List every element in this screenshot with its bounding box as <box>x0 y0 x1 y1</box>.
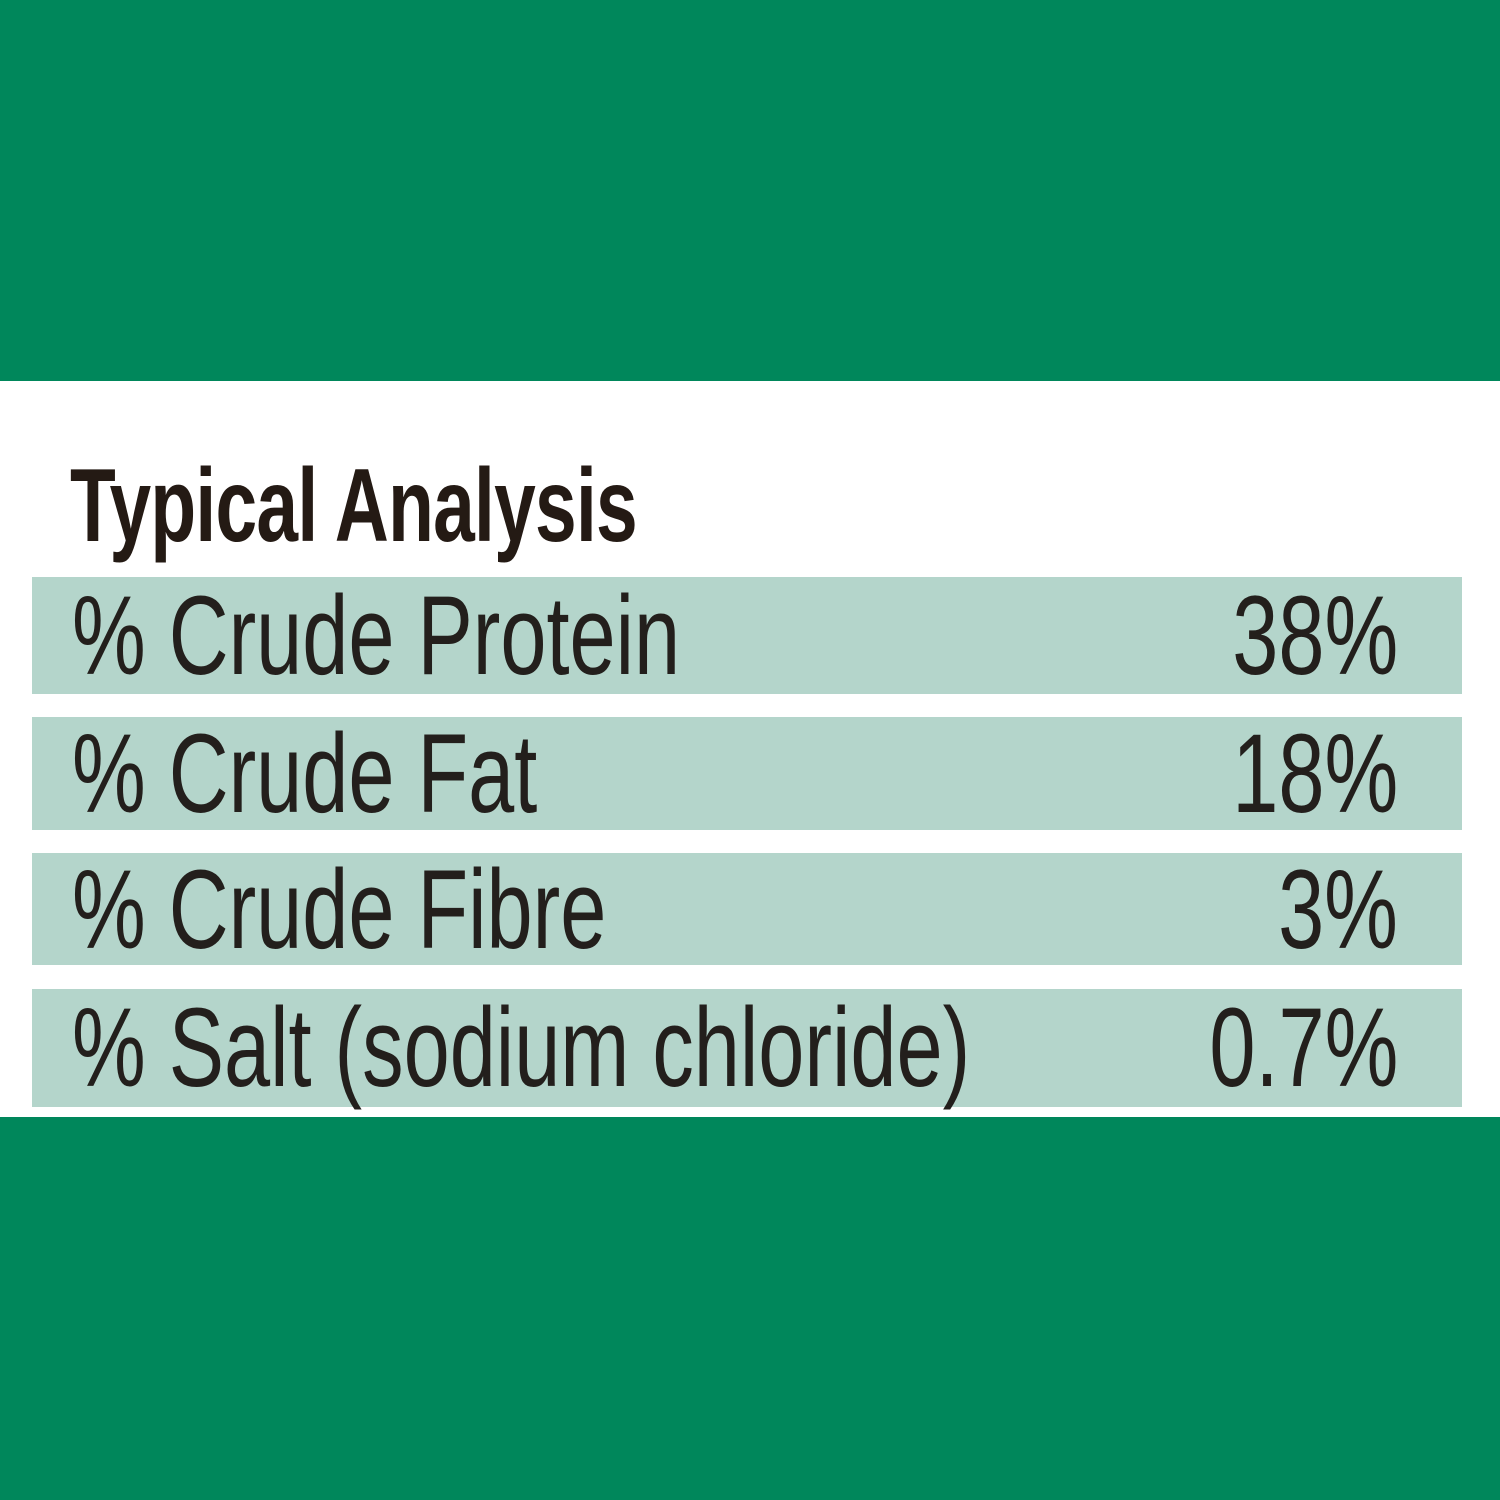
analysis-row: % Crude Fibre 3% <box>32 847 1462 972</box>
analysis-row: % Crude Fat 18% <box>32 711 1462 836</box>
row-value: 3% <box>1278 847 1398 972</box>
row-value: 0.7% <box>1209 985 1398 1110</box>
bottom-green-band <box>0 1117 1500 1500</box>
row-label: % Crude Protein <box>72 573 681 698</box>
row-label: % Crude Fat <box>72 711 538 836</box>
analysis-row: % Crude Protein 38% <box>32 573 1462 698</box>
row-value: 18% <box>1232 711 1398 836</box>
row-value: 38% <box>1232 573 1398 698</box>
analysis-row: % Salt (sodium chloride) 0.7% <box>32 985 1462 1110</box>
top-green-band <box>0 0 1500 381</box>
row-label: % Crude Fibre <box>72 847 607 972</box>
row-label: % Salt (sodium chloride) <box>72 985 971 1110</box>
analysis-title: Typical Analysis <box>70 448 638 564</box>
